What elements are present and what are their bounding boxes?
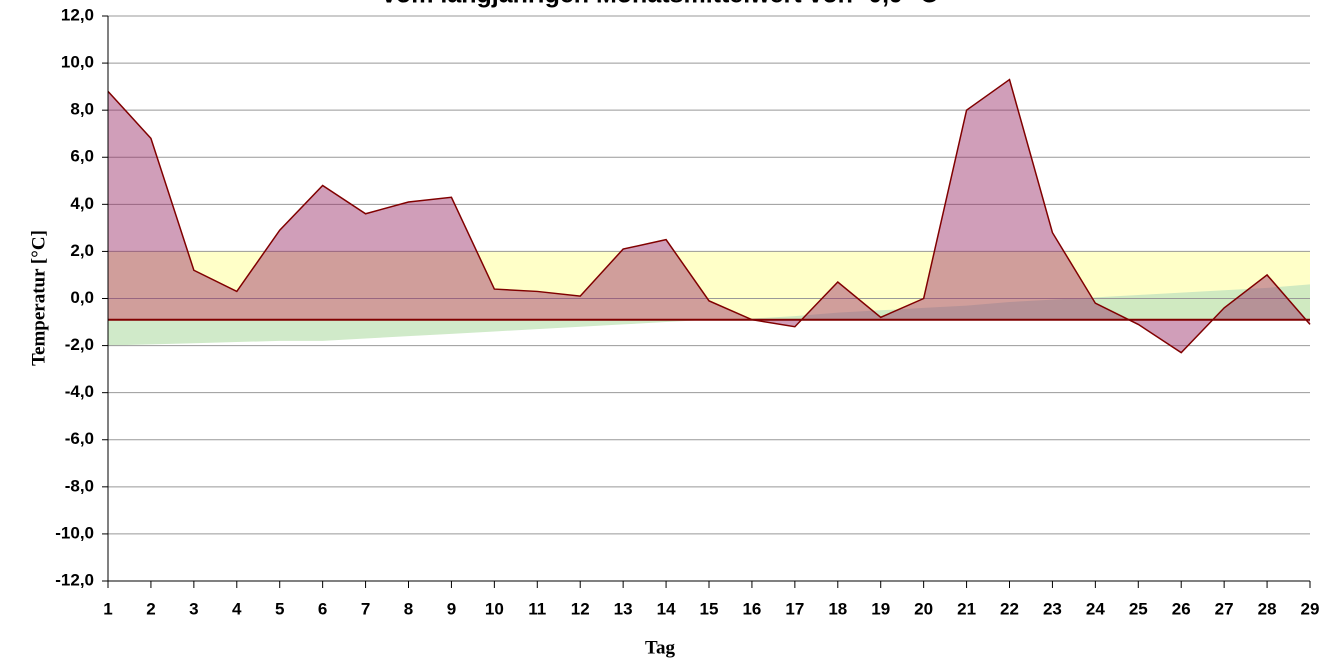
x-tick-label: 29 bbox=[1301, 599, 1320, 618]
y-tick-label: 12,0 bbox=[61, 5, 94, 24]
y-tick-label: 0,0 bbox=[70, 288, 94, 307]
x-tick-label: 13 bbox=[614, 599, 633, 618]
y-axis-label: Temperatur [°C] bbox=[28, 230, 49, 366]
x-tick-label: 4 bbox=[232, 599, 242, 618]
x-tick-label: 27 bbox=[1215, 599, 1234, 618]
x-tick-label: 11 bbox=[528, 599, 546, 618]
x-tick-label: 6 bbox=[318, 599, 327, 618]
x-tick-label: 24 bbox=[1086, 599, 1105, 618]
x-tick-label: 26 bbox=[1172, 599, 1191, 618]
y-tick-label: -6,0 bbox=[65, 429, 94, 448]
x-tick-label: 28 bbox=[1258, 599, 1277, 618]
x-tick-label: 7 bbox=[361, 599, 370, 618]
x-tick-label: 2 bbox=[146, 599, 155, 618]
x-tick-label: 14 bbox=[657, 599, 676, 618]
x-tick-label: 5 bbox=[275, 599, 284, 618]
y-tick-label: -10,0 bbox=[55, 523, 94, 542]
y-tick-label: -8,0 bbox=[65, 476, 94, 495]
x-tick-label: 18 bbox=[828, 599, 847, 618]
x-tick-label: 3 bbox=[189, 599, 198, 618]
y-tick-label: 6,0 bbox=[70, 147, 94, 166]
chart-title: vom langjährigen Monatsmittelwert von -0… bbox=[382, 0, 938, 9]
x-tick-label: 15 bbox=[700, 599, 719, 618]
x-tick-label: 19 bbox=[871, 599, 890, 618]
x-tick-label: 20 bbox=[914, 599, 933, 618]
y-tick-label: 4,0 bbox=[70, 194, 94, 213]
y-tick-label: 8,0 bbox=[70, 100, 94, 119]
line bbox=[107, 78, 1311, 354]
y-tick-label: 2,0 bbox=[70, 241, 94, 260]
x-tick-label: 23 bbox=[1043, 599, 1062, 618]
x-tick-label: 8 bbox=[404, 599, 413, 618]
x-axis-label: Tag bbox=[645, 637, 675, 658]
y-tick-label: -12,0 bbox=[55, 570, 94, 589]
x-tick-label: 10 bbox=[485, 599, 504, 618]
x-tick-label: 1 bbox=[103, 599, 112, 618]
y-tick-label: -4,0 bbox=[65, 382, 94, 401]
area bbox=[108, 79, 1310, 353]
x-tick-label: 17 bbox=[785, 599, 804, 618]
x-tick-label: 12 bbox=[571, 599, 590, 618]
band-area bbox=[108, 284, 1310, 346]
x-tick-label: 25 bbox=[1129, 599, 1148, 618]
y-tick-label: -2,0 bbox=[65, 335, 94, 354]
x-tick-label: 9 bbox=[447, 599, 456, 618]
x-tick-label: 16 bbox=[742, 599, 761, 618]
x-tick-label: 22 bbox=[1000, 599, 1019, 618]
x-tick-label: 21 bbox=[957, 599, 976, 618]
y-tick-label: 10,0 bbox=[61, 53, 94, 72]
